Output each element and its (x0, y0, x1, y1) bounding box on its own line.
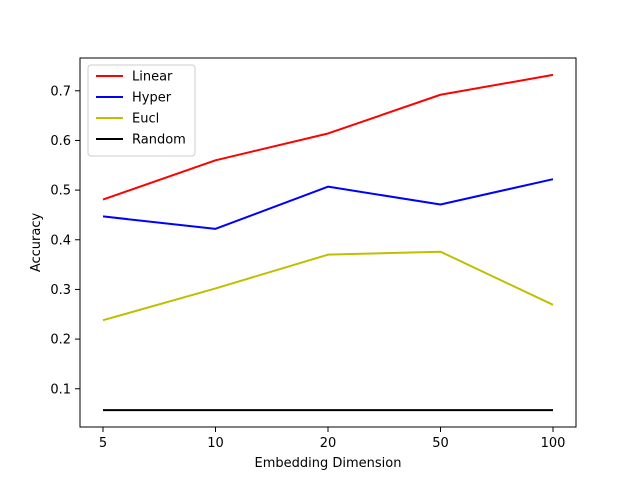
x-tick-label: 50 (432, 436, 449, 451)
x-tick-label: 10 (207, 436, 224, 451)
x-tick-label: 100 (541, 436, 566, 451)
series-layer (102, 73, 554, 412)
y-tick-label: 0.2 (50, 333, 71, 348)
series-line-linear (102, 73, 554, 201)
y-axis-label: Accuracy (29, 213, 44, 273)
y-tick-label: 0.7 (50, 84, 71, 99)
y-tick-label: 0.6 (50, 134, 71, 149)
y-tick-label: 0.5 (50, 184, 71, 199)
series-line-hyper (102, 178, 554, 230)
legend: Linear Hyper Eucl Random (87, 64, 196, 157)
x-tick-label: 20 (320, 436, 337, 451)
legend-label-eucl: Eucl (132, 112, 159, 127)
legend-label-hyper: Hyper (132, 91, 172, 106)
x-tick-label: 5 (99, 436, 107, 451)
legend-label-linear: Linear (132, 70, 173, 85)
series-line-eucl (102, 250, 554, 322)
x-axis-label: Embedding Dimension (255, 456, 402, 471)
ticks-layer: 5 10 20 50 100 0.1 0.2 0.3 0.4 0.5 0.6 0.7 (50, 84, 565, 451)
y-tick-label: 0.4 (50, 233, 71, 248)
y-tick-label: 0.1 (50, 382, 71, 397)
legend-label-random: Random (132, 133, 186, 148)
y-tick-label: 0.3 (50, 283, 71, 298)
legend-box (87, 64, 196, 157)
